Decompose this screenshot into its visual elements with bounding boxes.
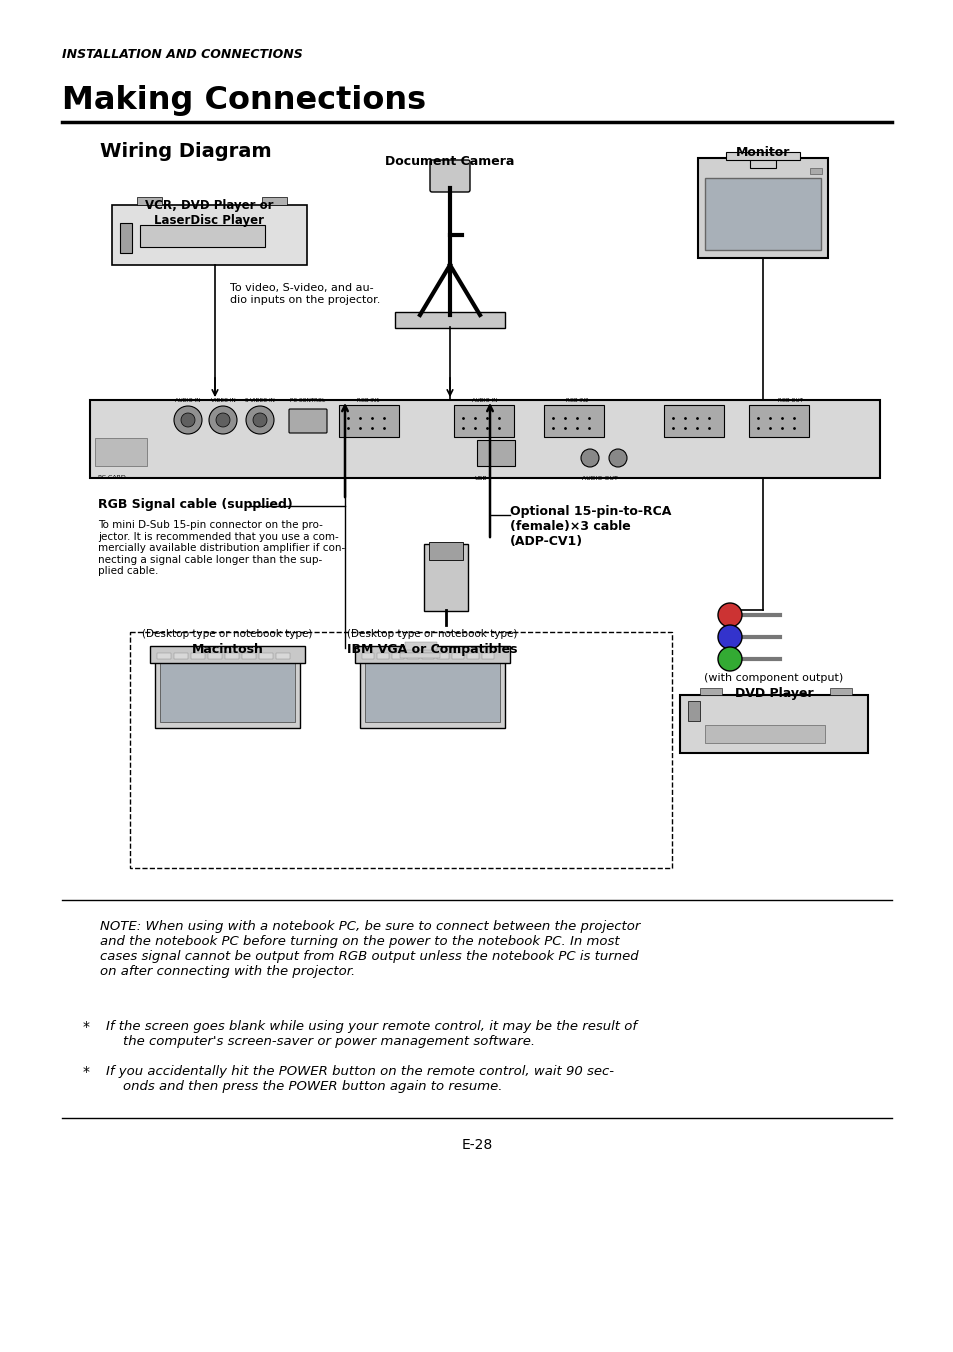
FancyBboxPatch shape bbox=[704, 178, 821, 250]
Text: RGB IN1: RGB IN1 bbox=[356, 397, 379, 403]
Bar bbox=[405, 642, 436, 650]
FancyBboxPatch shape bbox=[698, 158, 827, 258]
Text: Making Connections: Making Connections bbox=[62, 85, 426, 116]
Text: Optional 15-pin-to-RCA
(female)×3 cable
(ADP-CV1): Optional 15-pin-to-RCA (female)×3 cable … bbox=[510, 506, 671, 548]
Text: RGB IN2: RGB IN2 bbox=[565, 397, 588, 403]
Bar bbox=[476, 439, 515, 466]
FancyBboxPatch shape bbox=[748, 406, 808, 437]
Bar bbox=[137, 197, 162, 206]
FancyBboxPatch shape bbox=[112, 206, 307, 265]
Bar bbox=[809, 168, 821, 174]
Text: S-VIDEO IN: S-VIDEO IN bbox=[245, 397, 274, 403]
Text: Wiring Diagram: Wiring Diagram bbox=[100, 142, 272, 161]
Text: *: * bbox=[83, 1065, 90, 1079]
FancyBboxPatch shape bbox=[90, 400, 879, 479]
Circle shape bbox=[718, 603, 741, 627]
Text: AUDIO IN: AUDIO IN bbox=[472, 397, 497, 403]
Bar bbox=[258, 653, 273, 658]
FancyBboxPatch shape bbox=[423, 544, 468, 611]
Circle shape bbox=[608, 449, 626, 466]
Bar bbox=[399, 653, 439, 658]
Text: IBM VGA or Compatibles: IBM VGA or Compatibles bbox=[347, 644, 517, 656]
Bar bbox=[376, 653, 389, 658]
Text: If the screen goes blank while using your remote control, it may be the result o: If the screen goes blank while using you… bbox=[106, 1019, 637, 1048]
Text: RGB Signal cable (supplied): RGB Signal cable (supplied) bbox=[98, 498, 293, 511]
Bar bbox=[173, 653, 188, 658]
FancyBboxPatch shape bbox=[289, 410, 327, 433]
FancyBboxPatch shape bbox=[430, 160, 470, 192]
FancyBboxPatch shape bbox=[395, 312, 504, 329]
Bar bbox=[120, 223, 132, 253]
FancyBboxPatch shape bbox=[679, 695, 867, 753]
Bar bbox=[749, 154, 775, 168]
Text: If you accidentally hit the POWER button on the remote control, wait 90 sec-
   : If you accidentally hit the POWER button… bbox=[106, 1065, 614, 1092]
Text: (Desktop type or notebook type): (Desktop type or notebook type) bbox=[142, 629, 313, 639]
Text: To video, S-video, and au-
dio inputs on the projector.: To video, S-video, and au- dio inputs on… bbox=[230, 283, 380, 304]
Bar bbox=[467, 653, 478, 658]
Text: Macintosh: Macintosh bbox=[192, 644, 263, 656]
Text: DVD Player: DVD Player bbox=[734, 687, 813, 700]
Text: NOTE: When using with a notebook PC, be sure to connect between the projector
an: NOTE: When using with a notebook PC, be … bbox=[100, 919, 639, 977]
Bar bbox=[481, 653, 494, 658]
Text: VCR, DVD Player or
LaserDisc Player: VCR, DVD Player or LaserDisc Player bbox=[145, 199, 274, 227]
Bar bbox=[191, 653, 205, 658]
FancyBboxPatch shape bbox=[338, 406, 398, 437]
Bar bbox=[452, 653, 463, 658]
Text: AUDIO IN: AUDIO IN bbox=[175, 397, 200, 403]
FancyBboxPatch shape bbox=[160, 660, 294, 722]
Bar bbox=[361, 653, 374, 658]
Bar bbox=[421, 653, 434, 658]
Circle shape bbox=[215, 412, 230, 427]
Circle shape bbox=[718, 648, 741, 671]
Bar bbox=[95, 438, 147, 466]
Bar bbox=[392, 653, 403, 658]
Text: AUDIO OUT: AUDIO OUT bbox=[581, 476, 618, 481]
Bar bbox=[242, 653, 255, 658]
Bar bbox=[225, 653, 239, 658]
Text: PC CARD: PC CARD bbox=[98, 475, 126, 480]
Circle shape bbox=[253, 412, 267, 427]
Bar bbox=[687, 700, 700, 721]
Bar bbox=[829, 688, 851, 695]
Bar bbox=[275, 653, 290, 658]
Bar bbox=[140, 224, 265, 247]
Bar bbox=[725, 151, 800, 160]
Circle shape bbox=[580, 449, 598, 466]
FancyBboxPatch shape bbox=[150, 646, 305, 662]
Text: INSTALLATION AND CONNECTIONS: INSTALLATION AND CONNECTIONS bbox=[62, 49, 302, 61]
Circle shape bbox=[718, 625, 741, 649]
Circle shape bbox=[246, 406, 274, 434]
Bar bbox=[436, 653, 449, 658]
Bar bbox=[700, 688, 721, 695]
Text: (with component output): (with component output) bbox=[703, 673, 842, 683]
FancyBboxPatch shape bbox=[663, 406, 723, 437]
Text: USB: USB bbox=[475, 476, 487, 481]
Circle shape bbox=[173, 406, 202, 434]
Text: Monitor: Monitor bbox=[735, 146, 789, 160]
Circle shape bbox=[209, 406, 236, 434]
FancyBboxPatch shape bbox=[429, 542, 462, 560]
Text: To mini D-Sub 15-pin connector on the pro-
jector. It is recommended that you us: To mini D-Sub 15-pin connector on the pr… bbox=[98, 521, 345, 576]
FancyBboxPatch shape bbox=[154, 648, 299, 727]
FancyBboxPatch shape bbox=[365, 660, 499, 722]
FancyBboxPatch shape bbox=[454, 406, 514, 437]
FancyBboxPatch shape bbox=[543, 406, 603, 437]
Bar bbox=[262, 197, 287, 206]
Bar bbox=[407, 653, 418, 658]
Circle shape bbox=[181, 412, 194, 427]
Text: PC CONTROL: PC CONTROL bbox=[290, 397, 325, 403]
Bar bbox=[157, 653, 171, 658]
Text: RGB OUT: RGB OUT bbox=[777, 397, 801, 403]
Text: *: * bbox=[83, 1019, 90, 1034]
Bar bbox=[203, 648, 251, 652]
Text: Document Camera: Document Camera bbox=[385, 155, 515, 168]
FancyBboxPatch shape bbox=[355, 646, 510, 662]
Bar bbox=[704, 725, 824, 744]
FancyBboxPatch shape bbox=[359, 648, 504, 727]
Text: VIDEO IN: VIDEO IN bbox=[211, 397, 235, 403]
Text: E-28: E-28 bbox=[461, 1138, 492, 1152]
Text: (Desktop type or notebook type): (Desktop type or notebook type) bbox=[347, 629, 517, 639]
Bar bbox=[208, 653, 222, 658]
